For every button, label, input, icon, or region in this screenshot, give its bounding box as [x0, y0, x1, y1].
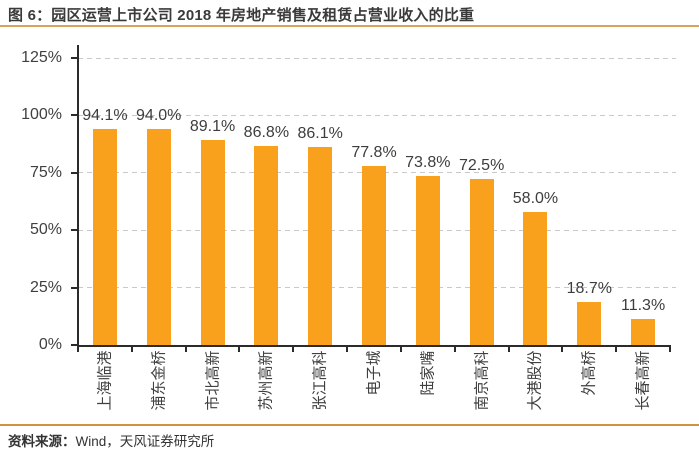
bar-市北高新 — [200, 140, 225, 345]
bar-value-label: 86.8% — [243, 123, 290, 141]
x-category-label: 上海临港 — [96, 350, 114, 411]
source-text: Wind，天风证券研究所 — [75, 434, 215, 449]
y-tick-mark — [71, 57, 77, 59]
bar-value-label: 77.8% — [351, 144, 397, 162]
y-tick-mark — [71, 171, 77, 174]
x-tick-mark — [238, 347, 241, 352]
x-category-label: 大港股份 — [526, 350, 544, 411]
y-tick-label: 25% — [29, 278, 62, 296]
bar-value-label: 18.7% — [566, 280, 612, 298]
footer-divider — [0, 424, 699, 426]
x-category-label: 外高桥 — [580, 350, 598, 396]
bar-苏州高新 — [254, 145, 279, 345]
bar-南京高科 — [469, 178, 494, 345]
y-tick-label: 75% — [29, 163, 62, 181]
figure-title: 图 6：园区运营上市公司 2018 年房地产销售及租赁占营业收入的比重 — [8, 7, 475, 24]
y-tick-mark — [71, 229, 77, 232]
x-category-label: 陆家嘴 — [419, 350, 437, 396]
bar-陆家嘴 — [415, 175, 440, 345]
y-tick-label: 125% — [21, 49, 62, 66]
x-tick-mark — [77, 347, 79, 352]
x-category-label: 苏州高新 — [257, 350, 275, 411]
y-axis-line — [77, 45, 79, 347]
bar-浦东金桥 — [146, 129, 171, 345]
bar-长春高新 — [631, 319, 656, 345]
x-tick-mark — [561, 347, 564, 352]
bar-value-label: 58.0% — [512, 189, 559, 207]
y-tick-mark — [71, 114, 77, 117]
title-divider — [0, 25, 699, 27]
x-tick-mark — [130, 347, 133, 352]
bar-value-label: 86.1% — [297, 125, 343, 143]
x-category-label: 张江高科 — [311, 350, 329, 411]
x-category-label: 长春高新 — [634, 350, 652, 411]
bar-value-label: 11.3% — [620, 297, 666, 315]
x-tick-mark — [669, 347, 671, 352]
source-label: 资料来源： — [8, 434, 76, 449]
x-tick-mark — [615, 347, 618, 352]
bar-电子城 — [362, 166, 386, 345]
bar-value-label: 94.1% — [82, 106, 128, 124]
x-tick-mark — [346, 347, 349, 352]
x-tick-mark — [184, 347, 187, 352]
bar-value-label: 94.0% — [136, 107, 182, 125]
bar-张江高科 — [308, 147, 333, 345]
x-category-label: 市北高新 — [204, 350, 222, 411]
gridline-100% — [78, 114, 676, 116]
bar-上海临港 — [92, 128, 117, 345]
x-tick-mark — [507, 347, 510, 352]
bar-chart: 0% 25% 50% 75% 100% 125% 94.1% 上海临港 94.0% 浦东金桥 89.… — [0, 40, 699, 424]
x-category-label: 南京高科 — [473, 350, 491, 411]
x-tick-mark — [292, 347, 295, 352]
x-category-label: 电子城 — [365, 350, 383, 396]
x-tick-mark — [453, 347, 456, 352]
source-note: 资料来源：Wind，天风证券研究所 — [8, 430, 214, 450]
bar-外高桥 — [577, 302, 602, 345]
bar-value-label: 72.5% — [458, 156, 505, 174]
bar-大港股份 — [523, 211, 548, 345]
x-category-label: 浦东金桥 — [150, 350, 168, 411]
y-tick-mark — [71, 286, 77, 289]
bar-value-label: 89.1% — [189, 118, 236, 136]
y-tick-label: 0% — [38, 336, 62, 353]
y-tick-label: 100% — [21, 106, 62, 124]
x-axis-line — [77, 345, 671, 347]
x-tick-mark — [399, 347, 402, 352]
gridline-125% — [78, 57, 676, 59]
y-tick-mark — [71, 344, 77, 346]
y-tick-label: 50% — [29, 221, 62, 239]
bar-value-label: 73.8% — [405, 153, 451, 171]
